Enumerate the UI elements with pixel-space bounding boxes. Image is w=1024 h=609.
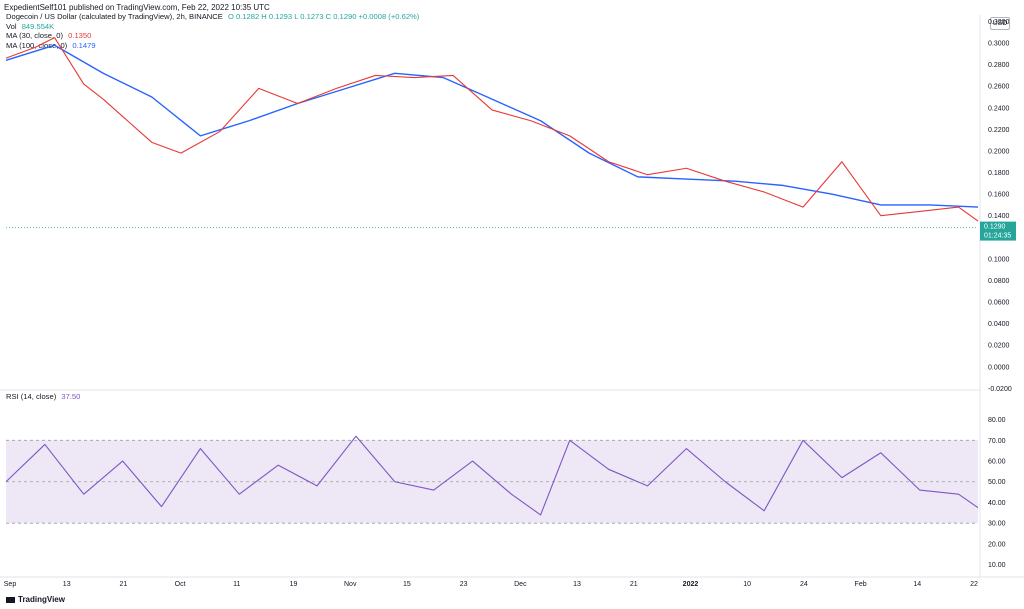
price-tick-label: 0.2800 [988,62,1010,69]
tradingview-logo-icon [6,596,15,603]
time-tick-label: Sep [4,581,17,588]
rsi-tick-label: 60.00 [988,459,1006,466]
time-tick-label: 22 [970,581,978,588]
price-tick-label: 0.1400 [988,213,1010,220]
last-price-badge [980,221,1016,241]
time-tick-label: 21 [630,581,638,588]
tradingview-logo[interactable]: TradingView [6,595,65,604]
time-tick-label: 23 [460,581,468,588]
time-tick-label: Nov [344,581,357,588]
rsi-tick-label: 50.00 [988,479,1006,486]
price-tick-label: 0.0400 [988,321,1010,328]
price-tick-label: -0.0200 [988,386,1012,393]
time-tick-label: 13 [573,581,581,588]
time-tick-label: 15 [403,581,411,588]
ma100-label: MA (100, close, 0) [6,41,68,50]
published-header: ExpedientSelf101 published on TradingVie… [4,3,270,12]
rsi-tick-label: 40.00 [988,500,1006,507]
time-tick-label: Feb [855,581,867,588]
symbol-title: Dogecoin / US Dollar (calculated by Trad… [6,12,223,21]
ma30-legend: MA (30, close, 0) 0.1350 [6,31,91,40]
price-tick-label: 0.0800 [988,278,1010,285]
price-tick-label: 0.1000 [988,256,1010,263]
price-tick-label: 0.2600 [988,84,1010,91]
rsi-tick-label: 70.00 [988,438,1006,445]
rsi-tick-label: 30.00 [988,521,1006,528]
price-tick-label: 0.2200 [988,127,1010,134]
time-tick-label: 10 [743,581,751,588]
last-price-label: 0.1290 [984,224,1006,231]
brand-label: TradingView [18,595,65,604]
time-tick-label: 11 [233,581,240,588]
ma100-line [5,44,979,208]
volume-legend: Vol 849.554K [6,22,54,31]
price-tick-label: 0.3200 [988,19,1010,26]
time-tick-label: 24 [800,581,808,588]
ma30-line [5,37,979,222]
time-tick-label: Dec [514,581,527,588]
time-tick-label: 2022 [683,581,699,588]
price-tick-label: 0.1800 [988,170,1010,177]
countdown-label: 01:24:35 [984,233,1011,240]
price-tick-label: 0.2000 [988,148,1010,155]
price-tick-label: 0.0000 [988,364,1010,371]
price-tick-label: 0.2400 [988,105,1010,112]
rsi-label: RSI (14, close) [6,392,57,401]
rsi-legend: RSI (14, close) 37.50 [6,392,80,401]
time-tick-label: 21 [120,581,128,588]
ma30-value: 0.1350 [68,31,92,40]
rsi-tick-label: 20.00 [988,541,1006,548]
time-tick-label: 14 [913,581,921,588]
price-tick-label: 0.3000 [988,41,1010,48]
time-tick-label: 19 [290,581,298,588]
ohlc-values: O 0.1282 H 0.1293 L 0.1273 C 0.1290 +0.0… [227,12,420,21]
ma30-label: MA (30, close, 0) [6,31,63,40]
ma100-legend: MA (100, close, 0) 0.1479 [6,41,96,50]
symbol-legend: Dogecoin / US Dollar (calculated by Trad… [6,12,419,21]
price-tick-label: 0.0600 [988,300,1010,307]
rsi-tick-label: 80.00 [988,417,1006,424]
volume-label: Vol [6,22,17,31]
rsi-line [5,435,979,516]
rsi-value: 37.50 [61,392,81,401]
rsi-tick-label: 10.00 [988,562,1006,569]
ma100-value: 0.1479 [72,41,96,50]
time-tick-label: Oct [175,581,186,588]
price-tick-label: 0.0200 [988,343,1010,350]
currency-badge[interactable]: USD [990,17,1010,30]
time-tick-label: 13 [63,581,71,588]
price-tick-label: 0.1600 [988,192,1010,199]
volume-value: 849.554K [21,22,55,31]
